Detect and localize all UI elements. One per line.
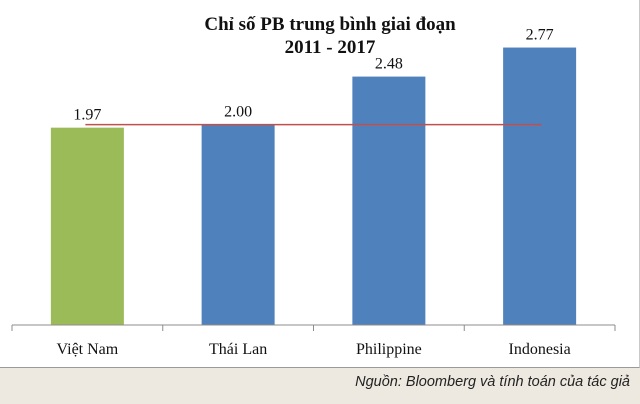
chart-title-line-2: 2011 - 2017 [285,37,376,58]
source-note: Nguồn: Bloomberg và tính toán của tác gi… [355,374,630,390]
category-label-viet-nam: Việt Nam [57,341,119,358]
bar-philippine [352,76,426,325]
value-label-viet-nam: 1.97 [73,107,101,124]
bar-viet-nam [50,127,124,326]
value-label-thai-lan: 2.00 [224,104,252,121]
x-axis-ticks [11,325,616,331]
value-label-indonesia: 2.77 [526,27,554,44]
bar-indonesia [503,47,577,326]
category-label-philippine: Philippine [356,341,422,358]
chart-frame: Chỉ số PB trung bình giai đoạn 2011 - 20… [0,0,640,368]
category-label-indonesia: Indonesia [509,341,571,358]
bar-thai-lan [201,124,275,326]
category-label-thai-lan: Thái Lan [209,341,267,358]
value-label-philippine: 2.48 [375,56,403,73]
value-labels: 1.97 2.00 2.48 2.77 [73,27,553,124]
bar-chart: Chỉ số PB trung bình giai đoạn 2011 - 20… [11,14,616,358]
category-labels: Việt Nam Thái Lan Philippine Indonesia [57,341,571,358]
chart-title-line-1: Chỉ số PB trung bình giai đoạn [204,14,456,35]
bars-layer [50,47,577,326]
